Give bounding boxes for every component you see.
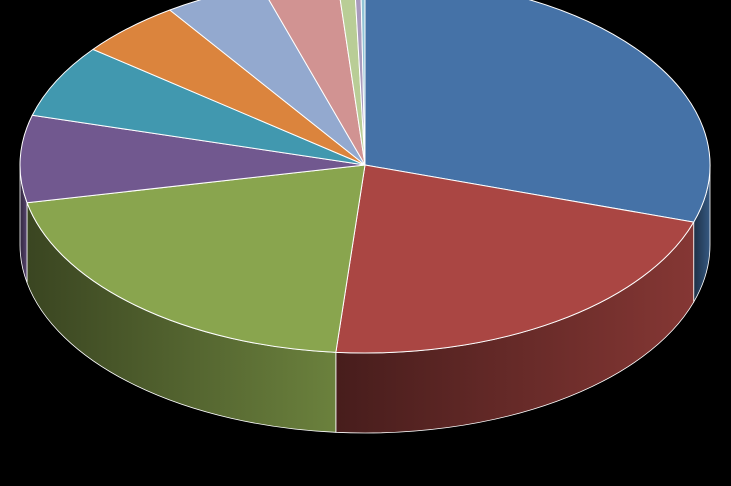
pie-slice-4: [19, 114, 366, 204]
pie-top: [19, 0, 711, 354]
pie-slice-3: [26, 164, 366, 353]
pie-slice-7: [169, 0, 366, 166]
pie-slice-11: [360, 0, 366, 166]
pie-slice-1: [364, 0, 711, 223]
pie-slice-5: [31, 48, 366, 166]
pie-slice-10: [355, 0, 366, 166]
pie-slice-2: [335, 164, 695, 354]
pie-slice-8: [268, 0, 366, 166]
